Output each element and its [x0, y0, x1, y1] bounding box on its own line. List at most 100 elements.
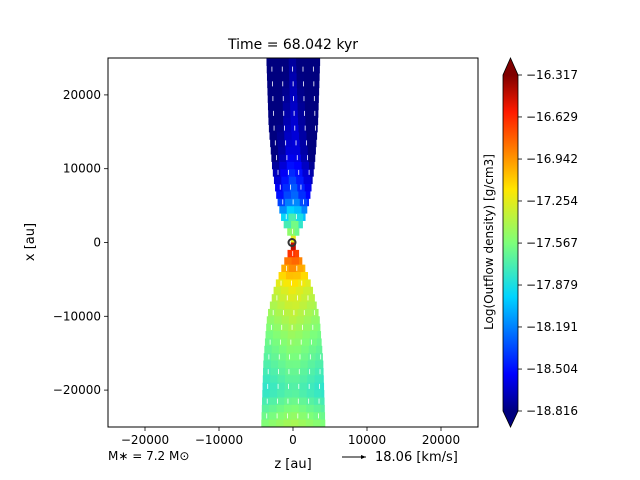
density-cell [287, 227, 296, 236]
density-cell [289, 183, 298, 192]
density-cell [317, 331, 322, 340]
density-cell [300, 153, 309, 162]
stellar-mass-annotation: M∗ = 7.2 M⊙ [108, 449, 189, 463]
density-cell [266, 316, 275, 325]
density-cell [262, 375, 271, 384]
density-cell [295, 323, 304, 332]
colorbar-tick-label: −18.191 [526, 320, 578, 334]
density-cell [293, 345, 302, 354]
density-cell [263, 360, 272, 369]
density-cell [299, 257, 303, 266]
density-cell [296, 65, 305, 74]
x-tick-label: 20000 [422, 433, 460, 447]
density-cell [294, 205, 303, 214]
density-cell [305, 279, 311, 288]
density-cell [300, 272, 309, 280]
density-cell [282, 80, 291, 89]
density-cell [288, 264, 297, 273]
density-cell [266, 65, 275, 74]
colorbar-extend-max [503, 58, 518, 75]
density-cell [310, 58, 319, 66]
density-cell [303, 72, 312, 81]
density-cell [264, 338, 273, 347]
density-cell [269, 390, 278, 399]
density-cell [272, 338, 281, 347]
density-cell [274, 80, 283, 89]
density-cell [288, 212, 297, 221]
density-cell [289, 87, 298, 96]
density-cell [276, 131, 285, 140]
density-cell [280, 286, 289, 295]
density-cell [270, 375, 279, 384]
density-cell [297, 94, 306, 103]
density-cell [301, 338, 310, 347]
x-tick-label: 0 [289, 433, 297, 447]
velocity-key-label: 18.06 [km/s] [375, 450, 458, 465]
density-cell [305, 419, 314, 427]
density-cell [271, 345, 280, 354]
x-axis-label: z [au] [274, 457, 311, 472]
density-cell [298, 419, 307, 427]
density-cell [298, 412, 307, 421]
density-cell [296, 58, 305, 66]
density-cell [282, 183, 291, 192]
colorbar-tick-label: −17.254 [526, 194, 578, 208]
density-cell [264, 345, 273, 354]
density-cell [270, 367, 279, 376]
plot-area [108, 58, 478, 427]
density-cell [311, 65, 320, 74]
density-cell [320, 412, 326, 421]
density-cell [268, 308, 277, 317]
density-cell [289, 72, 298, 81]
density-cell [305, 117, 314, 126]
colorbar-tick-label: −16.942 [526, 152, 578, 166]
x-tick-label: −10000 [195, 433, 243, 447]
density-cell [267, 94, 276, 103]
x-axis-ticks: −20000 −10000 0 10000 20000 [121, 427, 460, 447]
density-cell [281, 316, 290, 325]
density-cell [284, 390, 293, 399]
density-cell [286, 153, 295, 162]
density-cell [313, 404, 322, 413]
density-cell [293, 272, 302, 280]
density-cell [273, 286, 282, 295]
density-cell [321, 382, 325, 391]
density-cell [287, 249, 296, 258]
density-cell [295, 286, 304, 295]
y-tick-label: 10000 [63, 162, 101, 176]
density-cell [278, 153, 287, 162]
density-cell [278, 146, 287, 155]
density-cell [274, 65, 283, 74]
density-cell [281, 212, 290, 221]
density-cell [292, 301, 301, 310]
y-tick-label: 20000 [63, 88, 101, 102]
density-cell [273, 176, 282, 185]
density-cell [318, 58, 321, 66]
density-cell [285, 146, 294, 155]
density-cell [281, 176, 290, 185]
density-cell [306, 382, 315, 391]
density-cell [280, 323, 289, 332]
density-cell [283, 220, 292, 229]
density-cell [274, 316, 283, 325]
density-cell [306, 301, 315, 310]
density-cell [322, 367, 324, 376]
density-cell [270, 360, 279, 369]
density-cell [312, 94, 319, 103]
y-axis-ticks: 20000 10000 0 −10000 −20000 [53, 88, 108, 397]
density-cell [262, 382, 271, 391]
density-cell [308, 161, 315, 170]
density-cell [287, 168, 296, 177]
density-cell [279, 161, 288, 170]
density-cell [284, 139, 293, 148]
colorbar-extend-min [503, 411, 518, 427]
density-cell [273, 58, 282, 66]
density-cell [291, 390, 300, 399]
density-cell [263, 367, 272, 376]
density-cell [304, 183, 312, 192]
density-cell [265, 331, 274, 340]
density-cell [309, 338, 318, 347]
density-cell [303, 264, 306, 273]
chart-title: Time = 68.042 kyr [227, 37, 358, 53]
density-cell [266, 58, 275, 66]
